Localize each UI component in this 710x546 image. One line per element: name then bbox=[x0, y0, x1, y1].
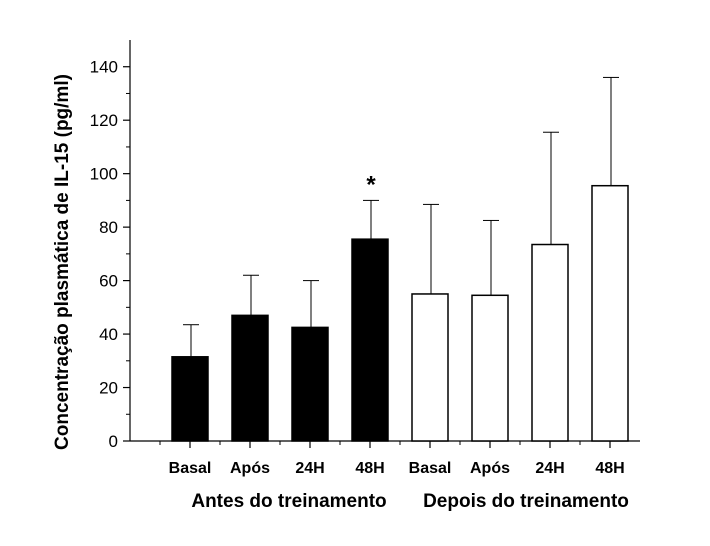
significance-marker-0: * bbox=[366, 171, 376, 198]
x-tick-label-2: 24H bbox=[295, 460, 324, 477]
x-tick-label-3: 48H bbox=[355, 460, 384, 477]
x-tick-label-6: 24H bbox=[535, 460, 564, 477]
x-tick-label-4: Basal bbox=[409, 460, 452, 477]
x-tick-label-5: Após bbox=[470, 460, 510, 477]
bar-3 bbox=[351, 238, 389, 442]
group-label-1: Depois do treinamento bbox=[423, 491, 629, 512]
y-tick-label: 40 bbox=[99, 325, 118, 344]
bar-0 bbox=[171, 356, 209, 442]
bar-5 bbox=[471, 294, 509, 442]
group-label-0: Antes do treinamento bbox=[191, 491, 386, 512]
y-tick-label: 0 bbox=[109, 432, 118, 451]
bar-2 bbox=[291, 326, 329, 442]
error-bars bbox=[183, 76, 619, 357]
x-tick-label-0: Basal bbox=[169, 460, 212, 477]
y-tick-label: 100 bbox=[90, 165, 118, 184]
labels: Basal Após 24H 48H Basal Após 24H 48H Antes do t… bbox=[169, 171, 629, 512]
x-tick-label-1: Após bbox=[230, 460, 270, 477]
bars bbox=[171, 184, 629, 442]
y-tick-label: 60 bbox=[99, 272, 118, 291]
bar-6 bbox=[531, 243, 569, 442]
y-axis: 0 20 40 60 80 100 120 140 bbox=[90, 40, 131, 451]
y-tick-label: 140 bbox=[90, 58, 118, 77]
x-axis bbox=[130, 440, 640, 448]
bar-4 bbox=[411, 293, 449, 442]
bar-1 bbox=[231, 314, 269, 442]
y-tick-label: 20 bbox=[99, 379, 118, 398]
y-tick-label: 120 bbox=[90, 111, 118, 130]
y-axis-title: Concentração plasmática de IL-15 (pg/ml) bbox=[52, 74, 73, 450]
x-tick-label-7: 48H bbox=[595, 460, 624, 477]
y-tick-label: 80 bbox=[99, 218, 118, 237]
bar-7 bbox=[591, 184, 629, 442]
